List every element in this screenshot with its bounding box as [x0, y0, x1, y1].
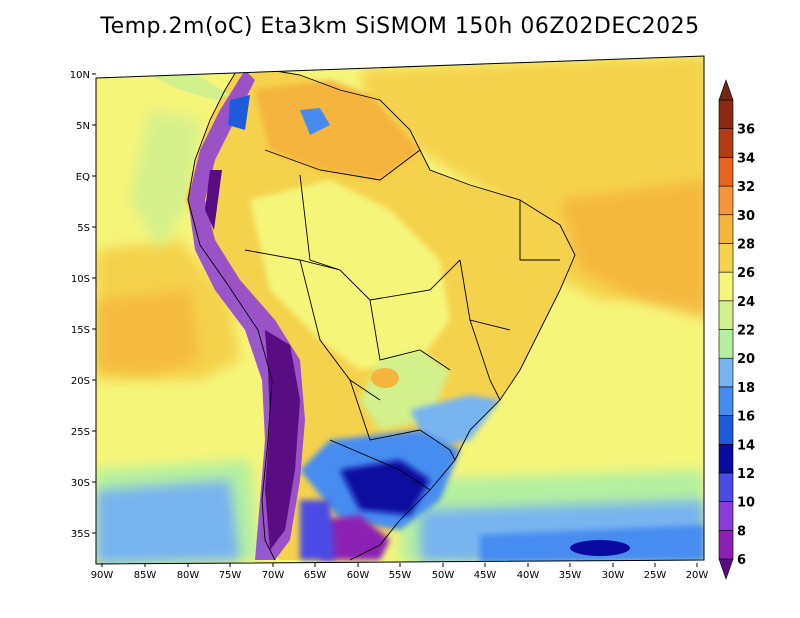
colorbar-label: 36 — [737, 123, 755, 138]
map-title: Temp.2m(oC) Eta3km SiSMOM 150h 06Z02DEC2… — [100, 14, 700, 39]
colorbar-label: 22 — [737, 324, 755, 339]
latitude-axis: 10N 5N EQ 5S 10S 15S 20S 25S 30S 35S — [70, 70, 96, 540]
lon-label: 20W — [686, 570, 709, 581]
longitude-axis: 90W 85W 80W 75W 70W 65W 60W 55W 50W 45W … — [91, 563, 709, 581]
lon-label: 90W — [91, 570, 114, 581]
colorbar: 6 8 10 12 14 16 18 20 22 24 26 28 30 32 34 36 — [718, 79, 755, 580]
map-frame — [95, 55, 705, 565]
borders — [187, 64, 576, 561]
colorbar-swatch — [718, 99, 734, 129]
colorbar-label: 32 — [737, 180, 755, 195]
lat-label: 25S — [71, 427, 90, 438]
lat-label: 15S — [71, 325, 90, 336]
colorbar-label: 20 — [737, 352, 755, 367]
colorbar-label: 34 — [737, 151, 755, 166]
colorbar-label: 30 — [737, 209, 755, 224]
lon-label: 50W — [432, 570, 455, 581]
colorbar-label: 12 — [737, 467, 755, 482]
lat-label: 10N — [70, 70, 90, 81]
colorbar-label: 14 — [737, 438, 755, 453]
colorbar-swatch — [718, 300, 734, 330]
lon-label: 30W — [602, 570, 625, 581]
lon-label: 25W — [644, 570, 667, 581]
colorbar-label: 6 — [737, 553, 746, 568]
lat-label: 35S — [71, 529, 90, 540]
colorbar-label: 16 — [737, 410, 755, 425]
lon-label: 75W — [219, 570, 242, 581]
colorbar-swatch — [718, 357, 734, 388]
colorbar-swatch — [718, 214, 734, 244]
colorbar-label: 26 — [737, 266, 755, 281]
colorbar-swatch — [718, 472, 734, 502]
lat-label: 30S — [71, 478, 90, 489]
colorbar-low-triangle — [718, 558, 734, 580]
colorbar-swatch — [718, 157, 734, 187]
lat-label: 5N — [76, 121, 90, 132]
colorbar-swatch — [718, 501, 734, 531]
colorbar-label: 24 — [737, 295, 755, 310]
lon-label: 45W — [474, 570, 497, 581]
colorbar-high-triangle — [718, 79, 734, 101]
colorbar-swatch — [718, 415, 734, 445]
colorbar-swatch — [718, 530, 734, 560]
colorbar-swatch — [718, 271, 734, 302]
lat-label: 20S — [71, 376, 90, 387]
colorbar-swatch — [718, 128, 734, 158]
lon-label: 55W — [389, 570, 412, 581]
lon-label: 65W — [304, 570, 327, 581]
colorbar-swatch — [718, 443, 734, 474]
lon-label: 40W — [517, 570, 540, 581]
colorbar-swatch — [718, 329, 734, 359]
lon-label: 60W — [347, 570, 370, 581]
lon-label: 35W — [559, 570, 582, 581]
lat-label: EQ — [76, 172, 90, 183]
colorbar-swatch — [718, 386, 734, 416]
lon-label: 80W — [177, 570, 200, 581]
lat-label: 5S — [77, 223, 90, 234]
colorbar-label: 10 — [737, 496, 755, 511]
colorbar-label: 28 — [737, 237, 755, 252]
colorbar-label: 8 — [737, 524, 746, 539]
colorbar-swatch — [718, 243, 734, 273]
colorbar-label: 18 — [737, 381, 755, 396]
lon-label: 85W — [134, 570, 157, 581]
lon-label: 70W — [262, 570, 285, 581]
temperature-field — [96, 56, 704, 564]
lat-label: 10S — [71, 274, 90, 285]
colorbar-swatch — [718, 185, 734, 216]
